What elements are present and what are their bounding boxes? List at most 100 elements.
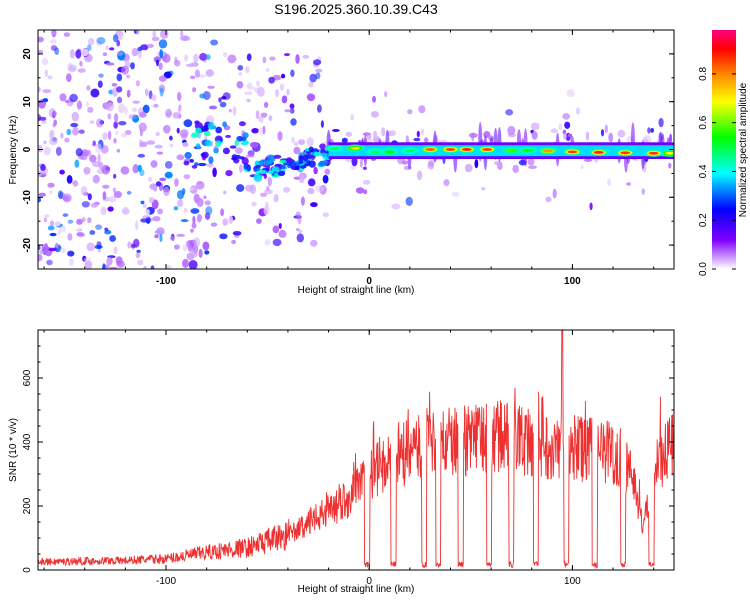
spectrogram-noise-blob [176, 233, 186, 237]
colorbar-tick-label: 0.8 [698, 67, 709, 81]
spectrogram-noise-blob [451, 191, 460, 198]
spectrogram-noise-blob [255, 110, 260, 120]
spectrogram-noise-blob [246, 53, 252, 61]
spectrogram-noise-blob [416, 170, 423, 181]
spectrogram-noise-blob [151, 36, 160, 42]
spectrogram-noise-blob [427, 161, 435, 170]
spectrogram-noise-blob [225, 170, 233, 177]
spectrogram-noise-blob [113, 121, 118, 129]
spectrogram-marks [38, 30, 674, 269]
spectrogram-noise-blob [53, 119, 57, 126]
spectrogram-noise-blob [142, 203, 147, 209]
spectrogram-noise-blob [249, 141, 259, 148]
spectrogram-noise-blob [401, 160, 409, 165]
spectrogram-noise-blob [194, 69, 200, 78]
spectrogram-noise-blob [150, 104, 160, 109]
spectrogram-noise-blob [97, 153, 101, 163]
spectrogram-noise-blob [391, 203, 401, 210]
spectrogram-noise-blob [575, 107, 581, 115]
spectrogram-signal-blob [201, 151, 209, 159]
spectrogram-signal-blob [213, 147, 219, 154]
colorbar-tick-label: 0.6 [698, 115, 709, 129]
spectrogram-noise-blob [558, 123, 563, 131]
spectrogram-signal-blob [253, 174, 263, 179]
spectrogram-noise-blob [384, 91, 388, 98]
spectrogram-noise-blob [359, 158, 363, 168]
spectrogram-noise-blob [232, 231, 242, 236]
spectrogram-noise-blob [135, 252, 141, 259]
ridge-segment-peak [522, 149, 533, 152]
spectrogram-noise-blob [102, 52, 107, 57]
spectrogram-ytick-label: -20 [22, 237, 33, 252]
spectrogram-signal-blob [287, 162, 297, 167]
spectrogram-noise-blob [220, 208, 225, 217]
spectrogram-noise-blob [59, 93, 67, 102]
spectrogram-noise-blob [67, 250, 75, 257]
spectrogram-noise-blob [101, 164, 111, 175]
spectrogram-signal-blob [234, 139, 239, 147]
ridge-segment-peak [461, 148, 472, 151]
spectrogram-noise-blob [42, 98, 49, 103]
spectrogram-signal-blob [273, 154, 282, 159]
spectrogram-noise-blob [269, 56, 276, 61]
spectrogram-noise-blob [63, 32, 71, 37]
spectrogram-noise-blob [116, 86, 123, 93]
spectrogram-noise-blob [53, 111, 57, 116]
spectrogram-noise-blob [54, 221, 61, 227]
spectrogram-noise-blob [38, 145, 42, 150]
spectrogram-noise-blob [113, 138, 117, 144]
spectrogram-noise-blob [566, 89, 575, 98]
spectrogram-noise-blob [246, 82, 253, 90]
spectrogram-noise-blob [130, 62, 135, 70]
spectrogram-noise-blob [294, 141, 298, 147]
spectrogram-noise-blob [66, 175, 73, 184]
spectrogram-noise-blob [223, 190, 227, 195]
snr-ytick-label: 600 [22, 369, 33, 386]
spectrogram-noise-blob [100, 206, 107, 216]
spectrogram-noise-blob [262, 56, 267, 64]
spectrogram-noise-blob [116, 148, 121, 153]
spectrogram-noise-blob [193, 53, 199, 63]
spectrogram-noise-blob [260, 192, 267, 197]
spectrogram-noise-blob [176, 154, 185, 161]
spectrogram-noise-blob [157, 208, 163, 215]
spectrogram-noise-blob [146, 140, 156, 145]
spectrogram-noise-blob [585, 131, 590, 141]
spectrogram-noise-blob [345, 131, 353, 137]
spectrogram-signal-blob [319, 152, 329, 157]
spectrogram-noise-blob [289, 107, 295, 114]
spectrogram-noise-blob [83, 166, 91, 175]
spectrogram-noise-blob [222, 92, 231, 100]
spectrogram-noise-blob [219, 101, 227, 108]
spectrogram-noise-blob [254, 87, 261, 94]
spectrogram-noise-blob [204, 200, 211, 206]
spectrogram-noise-blob [87, 106, 94, 113]
spectrogram-noise-blob [244, 91, 253, 95]
spectrogram-noise-blob [59, 247, 66, 254]
spectrogram-noise-blob [198, 248, 203, 258]
spectrogram-noise-blob [145, 209, 150, 215]
spectrogram-noise-blob [193, 237, 201, 247]
spectrogram-noise-blob [309, 73, 318, 83]
spectrogram-noise-blob [210, 222, 218, 227]
spectrogram-signal-blob [184, 151, 192, 159]
spectrogram-noise-blob [89, 154, 97, 163]
spectrogram-signal-blob [229, 145, 237, 149]
spectrogram-signal-blob [183, 119, 193, 128]
spectrogram-noise-blob [268, 115, 273, 121]
spectrogram-noise-blob [59, 169, 65, 175]
spectrogram-noise-blob [106, 102, 114, 112]
spectrogram-noise-blob [81, 201, 90, 208]
spectrogram-noise-blob [121, 133, 127, 138]
spectrogram-noise-blob [145, 216, 151, 224]
spectrogram-noise-blob [71, 111, 80, 122]
spectrogram-signal-blob [243, 162, 249, 170]
spectrogram-noise-blob [117, 103, 126, 114]
spectrogram-noise-blob [284, 53, 290, 57]
spectrogram-noise-blob [315, 72, 321, 80]
spectrogram-noise-blob [279, 83, 285, 91]
spectrogram-noise-blob [260, 112, 268, 118]
ridge-segment-peak [567, 150, 578, 154]
colorbar-ticks: 0.0 0.2 0.4 0.6 0.8 [698, 67, 736, 276]
spectrogram-signal-blob [205, 139, 212, 147]
